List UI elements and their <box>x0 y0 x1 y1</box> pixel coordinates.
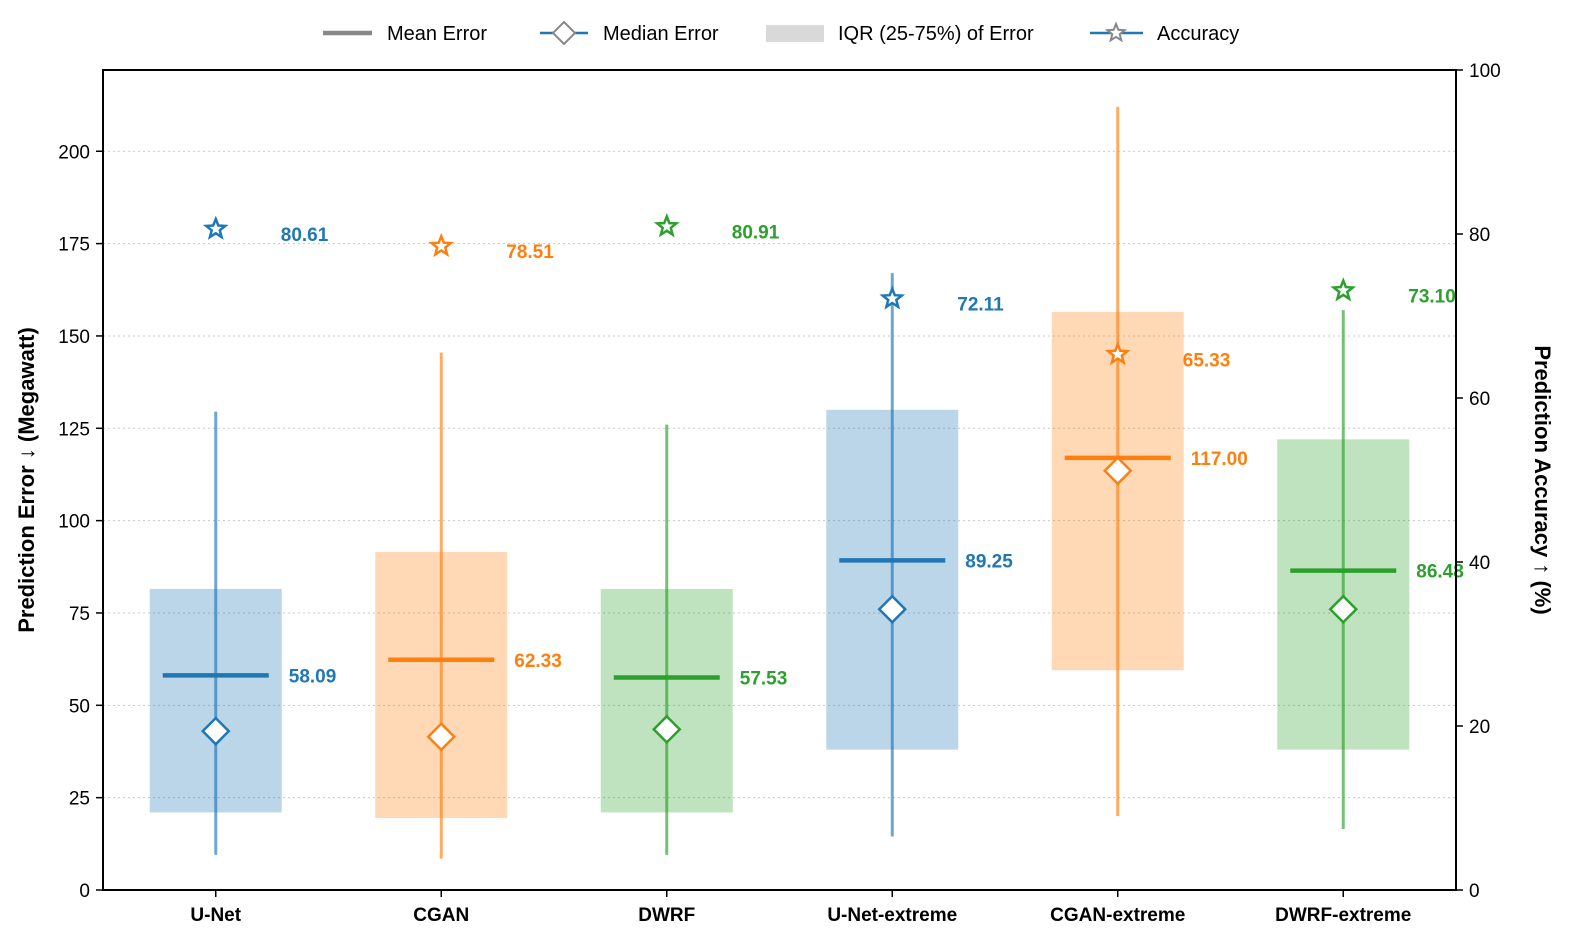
y-tick-label: 50 <box>69 696 90 717</box>
legend-median-diamond <box>551 20 577 46</box>
accuracy-value-label: 73.10 <box>1408 287 1456 308</box>
accuracy-value-label: 65.33 <box>1183 350 1231 371</box>
y2-axis-title: Prediction Accuracy ↑ (%) <box>1530 345 1555 614</box>
median-diamond <box>1328 594 1359 625</box>
median-diamond <box>877 594 908 625</box>
accuracy-star <box>1330 277 1357 302</box>
gridlines <box>103 150 1456 891</box>
x-tick-label: DWRF <box>638 905 695 926</box>
x-tick-label: U-Net <box>190 905 241 926</box>
axes: 0 25 50 75 100 125 150 175 200 0 20 40 60 80 100 U-Net C… <box>58 61 1500 926</box>
x-tick-label: DWRF-extreme <box>1275 905 1411 926</box>
legend-mean-label: Mean Error <box>387 23 487 45</box>
accuracy-markers <box>202 213 1357 366</box>
median-markers <box>200 455 1359 752</box>
legend-accuracy-label: Accuracy <box>1157 23 1239 45</box>
mean-value-label: 58.09 <box>289 666 337 687</box>
mean-value-label: 57.53 <box>740 669 788 690</box>
y-axis-title: Prediction Error ↓ (Megawatt) <box>14 327 39 633</box>
x-tick-label: CGAN <box>413 905 469 926</box>
mean-value-label: 62.33 <box>514 651 562 672</box>
accuracy-star <box>653 213 680 238</box>
x-tick-label: CGAN-extreme <box>1050 905 1185 926</box>
y-tick-label: 150 <box>58 327 90 348</box>
accuracy-star <box>428 232 455 258</box>
accuracy-value-label: 80.61 <box>281 225 329 246</box>
legend-accuracy-star-icon <box>1104 21 1128 43</box>
legend-iqr-label: IQR (25-75%) of Error <box>838 23 1034 45</box>
y2-tick-label: 100 <box>1469 61 1501 82</box>
iqr-boxes <box>149 311 1410 818</box>
mean-value-label: 86.48 <box>1416 562 1464 583</box>
y-tick-label: 25 <box>69 789 90 810</box>
median-diamond <box>651 714 682 745</box>
value-labels: 58.09 80.61 62.33 78.51 57.53 80.91 89.25 72.11… <box>281 223 1464 690</box>
legend-iqr-swatch <box>766 25 824 42</box>
median-diamond <box>426 721 457 752</box>
accuracy-star <box>202 215 229 240</box>
mean-value-label: 117.00 <box>1191 449 1248 470</box>
accuracy-star <box>1104 340 1131 366</box>
legend: Mean Error Median Error IQR (25-75%) of Er… <box>323 20 1239 46</box>
legend-median-label: Median Error <box>603 23 719 45</box>
y-tick-label: 0 <box>79 881 90 902</box>
plot-frame <box>102 69 1457 891</box>
y-tick-label: 200 <box>58 142 90 163</box>
x-tick-label: U-Net-extreme <box>827 905 957 926</box>
accuracy-value-label: 80.91 <box>732 223 780 244</box>
y2-tick-label: 80 <box>1469 225 1490 246</box>
y2-tick-label: 20 <box>1469 717 1490 738</box>
y-tick-label: 125 <box>58 419 90 440</box>
mean-value-label: 89.25 <box>965 551 1013 572</box>
accuracy-value-label: 72.11 <box>957 295 1004 316</box>
y-tick-label: 75 <box>69 604 90 625</box>
median-diamond <box>200 716 231 746</box>
accuracy-value-label: 78.51 <box>506 242 554 263</box>
y2-tick-label: 60 <box>1469 389 1490 410</box>
y-tick-label: 175 <box>58 235 90 256</box>
mean-error-lines <box>162 455 1397 680</box>
y-tick-label: 100 <box>58 512 90 533</box>
y2-tick-label: 0 <box>1469 881 1480 902</box>
y2-tick-label: 40 <box>1469 553 1490 574</box>
median-diamond <box>1102 455 1133 486</box>
accuracy-star <box>879 285 906 310</box>
